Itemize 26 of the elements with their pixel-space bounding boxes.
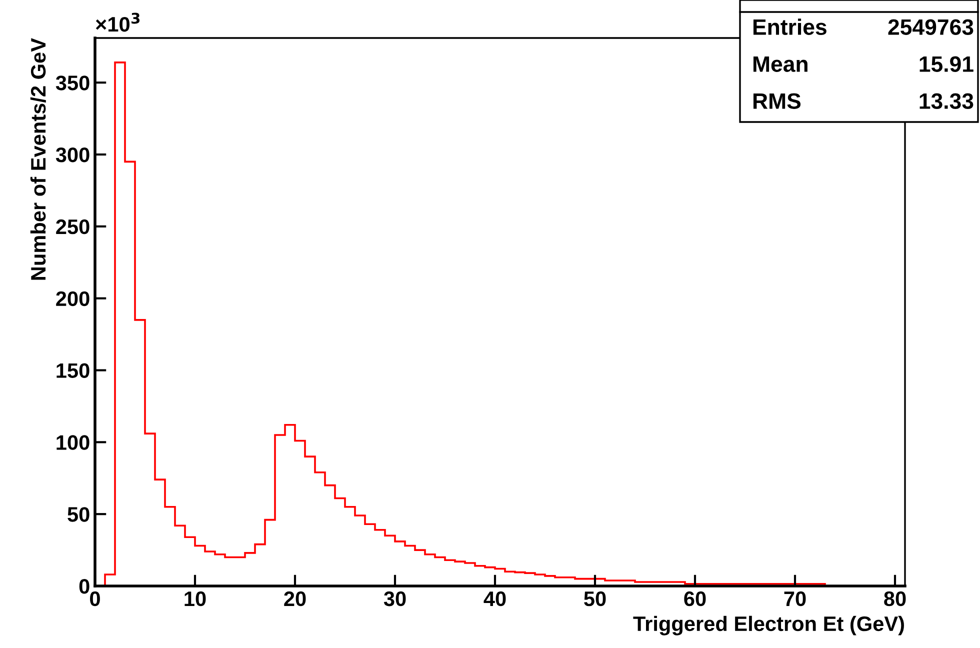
text: 15.91 [920, 56, 974, 72]
y-tick-label: 0 [79, 579, 90, 594]
annotation: Mean [753, 56, 808, 72]
y-tick-label: 150 [56, 363, 90, 378]
text: Entries [753, 18, 826, 35]
text: ×10$^{3}$ [96, 12, 140, 32]
x-tick-label: 50 [584, 591, 606, 606]
y-tick-label: 250 [56, 219, 90, 234]
text: 13.33 [920, 93, 974, 109]
x-tick-label: 80 [884, 591, 906, 606]
y-tick-label: 300 [56, 148, 90, 162]
x-tick-label: 20 [284, 591, 306, 606]
y-tick-label: 200 [56, 291, 90, 306]
x-tick-label: 60 [684, 591, 706, 606]
text: 2549763 [888, 19, 974, 35]
y-tick-label: 100 [56, 435, 90, 450]
x-tick-label: 30 [384, 591, 406, 606]
x-tick-label: 40 [484, 591, 506, 606]
y-tick-label: 50 [68, 507, 90, 522]
y-tick-label: 350 [56, 76, 90, 90]
x-axis-title: Triggered Electron Et (GeV) [633, 616, 904, 636]
x-tick-label: 10 [184, 591, 206, 606]
x-tick-label: 0 [90, 591, 100, 606]
annotation: RMS [753, 93, 801, 109]
x-tick-label: 70 [784, 591, 806, 606]
y-axis-title: Number of Events/2 GeV [30, 38, 46, 280]
